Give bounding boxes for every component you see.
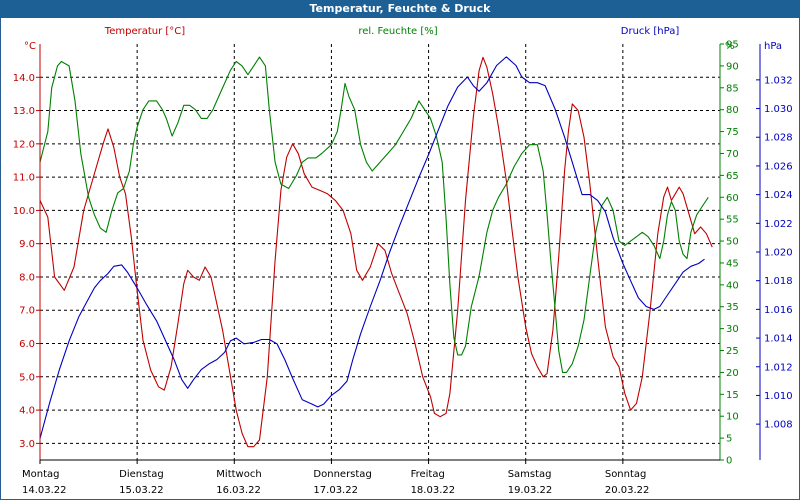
pressure-axis-label: Druck [hPa] [621,26,680,37]
humidity-tick-label: 0 [726,456,732,467]
humidity-tick-label: 80 [726,105,739,116]
left-tick-label: 9.0 [19,239,35,250]
x-day-label: Mittwoch [216,469,261,480]
pressure-tick-label: 1.026 [764,161,793,172]
humidity-tick-label: 85 [726,83,739,94]
humidity-tick-label: 35 [726,302,739,313]
humidity-tick-label: 20 [726,368,739,379]
pressure-tick-label: 1.008 [764,420,793,431]
chart-title: Temperatur, Feuchte & Druck [0,0,800,18]
humidity-tick-label: 45 [726,258,739,269]
pressure-tick-label: 1.012 [764,362,793,373]
x-date-label: 20.03.22 [605,485,650,496]
left-axis-label: Temperatur [°C] [104,26,185,37]
humidity-tick-label: 25 [726,346,739,357]
left-tick-label: 8.0 [19,272,35,283]
humidity-tick-label: 50 [726,237,739,248]
left-tick-label: 7.0 [19,306,35,317]
humidity-tick-label: 40 [726,280,739,291]
axes: 3.0 4.0 5.0 6.0 7.0 8.0 9.0 10.0 11.0 12.0 13.0 14.… [13,40,793,497]
x-date-label: 14.03.22 [22,485,67,496]
humidity-tick-label: 30 [726,324,739,335]
pressure-tick-label: 1.024 [764,190,793,201]
x-day-label: Sonntag [605,469,647,480]
humidity-tick-label: 10 [726,412,739,423]
pressure-tick-label: 1.020 [764,248,793,259]
left-tick-label: 10.0 [13,206,35,217]
left-tick-label: 6.0 [19,339,35,350]
left-tick-label: 4.0 [19,406,35,417]
x-day-label: Freitag [411,469,445,480]
pressure-tick-label: 1.016 [764,305,793,316]
humidity-tick-label: 55 [726,215,739,226]
left-axis-unit: °C [24,41,36,52]
series-line-left [39,56,713,448]
x-day-label: Donnerstag [313,469,371,480]
pressure-tick-label: 1.028 [764,133,793,144]
x-day-label: Samstag [508,469,552,480]
pressure-tick-label: 1.030 [764,104,793,115]
humidity-tick-label: 95 [726,40,739,51]
left-tick-label: 13.0 [13,106,35,117]
left-tick-label: 3.0 [19,439,35,450]
gridlines [40,44,720,460]
left-tick-label: 14.0 [13,73,35,84]
x-date-label: 19.03.22 [508,485,553,496]
pressure-tick-label: 1.022 [764,219,793,230]
left-tick-label: 11.0 [13,173,35,184]
x-day-label: Montag [22,469,59,480]
x-date-label: 15.03.22 [119,485,164,496]
humidity-tick-label: 70 [726,149,739,160]
x-date-label: 16.03.22 [216,485,261,496]
humidity-tick-label: 65 [726,171,739,182]
humidity-tick-label: 5 [726,434,732,445]
x-date-label: 18.03.22 [411,485,456,496]
x-day-label: Dienstag [119,469,164,480]
pressure-tick-label: 1.018 [764,276,793,287]
series-line-right1 [39,56,709,373]
left-tick-label: 5.0 [19,372,35,383]
pressure-axis-unit: hPa [764,41,782,52]
pressure-tick-label: 1.010 [764,391,793,402]
series-lines [39,56,713,448]
x-date-label: 17.03.22 [313,485,358,496]
humidity-tick-label: 90 [726,61,739,72]
series-line-right2 [39,56,705,439]
pressure-tick-label: 1.032 [764,75,793,86]
humidity-axis-label: rel. Feuchte [%] [358,26,437,37]
plot-area [40,44,720,460]
humidity-tick-label: 15 [726,390,739,401]
humidity-tick-label: 60 [726,193,739,204]
humidity-axis-unit: % [725,41,735,52]
pressure-tick-label: 1.014 [764,334,793,345]
humidity-tick-label: 75 [726,127,739,138]
left-tick-label: 12.0 [13,139,35,150]
